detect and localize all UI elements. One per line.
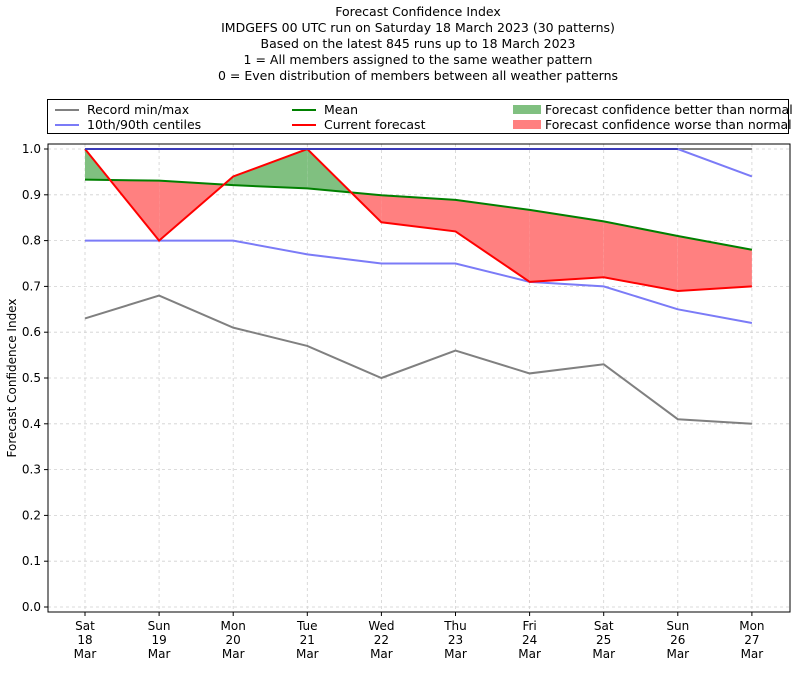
x-tick-label: Wed (368, 619, 394, 633)
legend-label-mean: Mean (324, 102, 359, 117)
legend-swatch-better (513, 105, 541, 114)
x-tick-label: Mar (296, 647, 319, 661)
x-tick-label: Mon (221, 619, 246, 633)
legend-item-centiles: 10th/90th centiles (55, 117, 201, 132)
x-tick-label: Mar (222, 647, 245, 661)
x-tick-label: 22 (374, 633, 389, 647)
line-p10 (85, 239, 753, 325)
x-tick-label: Fri (522, 619, 536, 633)
x-tick-label: 26 (670, 633, 685, 647)
fill-worse-than-normal (529, 209, 604, 282)
x-axis: Sat18MarSun19MarMon20MarTue21MarWed22Mar… (74, 612, 765, 661)
legend-label-worse: Forecast confidence worse than normal (545, 117, 792, 132)
legend-item-mean: Mean (292, 102, 358, 117)
x-tick-label: Mar (444, 647, 467, 661)
legend-swatch-record (55, 108, 79, 111)
fill-worse-than-normal (455, 199, 530, 282)
fill-areas (85, 149, 752, 291)
fill-worse-than-normal (603, 221, 678, 291)
x-tick-label: 20 (226, 633, 241, 647)
chart-subtitle-3: 1 = All members assigned to the same wea… (243, 52, 593, 67)
y-tick-label: 0.2 (22, 508, 41, 522)
x-tick-label: Tue (296, 619, 318, 633)
line-current (84, 147, 752, 292)
y-axis: 0.0 0.1 0.2 0.3 0.4 0.5 0.6 0.7 0.8 0.9 1.0 (22, 142, 48, 614)
x-tick-label: 21 (300, 633, 315, 647)
y-tick-label: 0.5 (22, 371, 41, 385)
x-tick-label: 25 (596, 633, 611, 647)
fill-better-than-normal (233, 149, 308, 189)
y-tick-label: 0.7 (22, 279, 41, 293)
legend-item-record: Record min/max (55, 102, 189, 117)
legend-item-worse: Forecast confidence worse than normal (513, 117, 792, 132)
x-tick-label: 19 (151, 633, 166, 647)
x-tick-label: Mon (739, 619, 764, 633)
y-tick-label: 0.0 (22, 600, 41, 614)
legend: Record min/max 10th/90th centiles Mean C… (47, 99, 793, 134)
chart-subtitle-1: IMDGEFS 00 UTC run on Saturday 18 March … (221, 20, 615, 35)
x-tick-label: Sun (148, 619, 171, 633)
chart-subtitle-2: Based on the latest 845 runs up to 18 Ma… (260, 36, 576, 51)
y-tick-label: 0.6 (22, 325, 41, 339)
legend-swatch-mean (292, 108, 316, 111)
legend-swatch-current (292, 123, 316, 126)
line-record-min (84, 294, 752, 425)
y-tick-label: 1.0 (22, 142, 41, 156)
line-mean (84, 178, 753, 251)
fill-worse-than-normal (381, 195, 456, 232)
legend-label-record: Record min/max (87, 102, 190, 117)
legend-swatch-worse (513, 120, 541, 129)
x-tick-label: Sun (666, 619, 689, 633)
y-axis-label: Forecast Confidence Index (5, 299, 19, 458)
y-tick-label: 0.4 (22, 417, 41, 431)
x-tick-label: 27 (744, 633, 759, 647)
chart-title: Forecast Confidence Index (335, 4, 501, 19)
legend-label-current: Current forecast (324, 117, 426, 132)
x-tick-label: Mar (148, 647, 171, 661)
line-p90 (85, 148, 753, 178)
x-tick-label: Mar (592, 647, 615, 661)
x-tick-label: Mar (370, 647, 393, 661)
y-tick-label: 0.3 (22, 463, 41, 477)
x-tick-label: Thu (443, 619, 467, 633)
x-tick-label: Mar (74, 647, 97, 661)
x-tick-label: 24 (522, 633, 537, 647)
x-tick-label: Sat (594, 619, 614, 633)
legend-label-better: Forecast confidence better than normal (545, 102, 793, 117)
legend-item-better: Forecast confidence better than normal (513, 102, 793, 117)
x-tick-label: Mar (741, 647, 764, 661)
series-lines (84, 147, 753, 425)
fill-worse-than-normal (677, 236, 752, 291)
legend-label-centiles: 10th/90th centiles (87, 117, 202, 132)
x-tick-label: Sat (75, 619, 95, 633)
legend-swatch-centiles (55, 123, 79, 126)
chart-subtitle-4: 0 = Even distribution of members between… (217, 68, 619, 83)
legend-item-current: Current forecast (292, 117, 425, 132)
x-tick-label: 18 (77, 633, 92, 647)
y-tick-label: 0.9 (22, 188, 41, 202)
x-tick-label: 23 (448, 633, 463, 647)
y-tick-label: 0.1 (22, 554, 41, 568)
x-tick-label: Mar (666, 647, 689, 661)
y-tick-label: 0.8 (22, 234, 41, 248)
chart-title-block: Forecast Confidence Index IMDGEFS 00 UTC… (0, 4, 800, 84)
x-tick-label: Mar (518, 647, 541, 661)
